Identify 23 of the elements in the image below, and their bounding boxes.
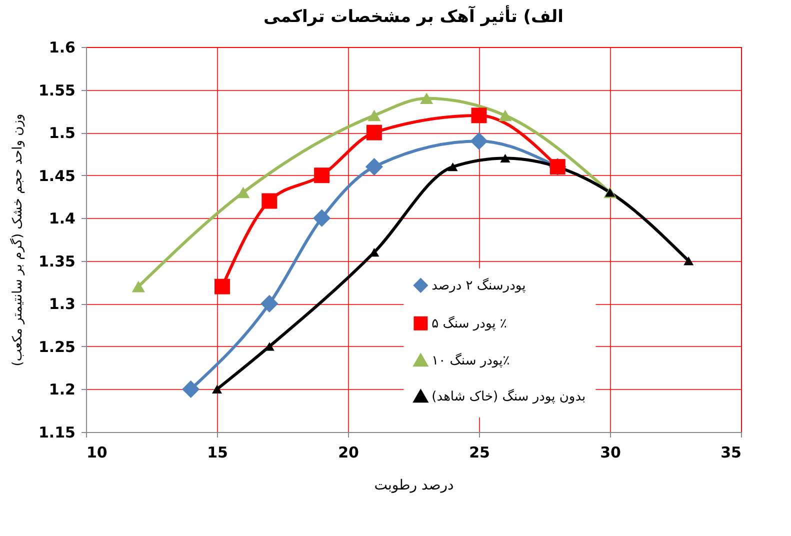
y-tick-label: 1.2 bbox=[48, 380, 76, 399]
y-tick-label: 1.4 bbox=[48, 210, 76, 228]
legend-label: پودر سنگ ۵ ٪ bbox=[432, 315, 507, 332]
y-tick-label: 1.45 bbox=[38, 166, 76, 185]
y-tick-label: 1.5 bbox=[48, 124, 76, 142]
x-axis-title: درصد رطوبت bbox=[374, 478, 454, 494]
y-tick-label: 1.55 bbox=[38, 81, 76, 100]
y-tick-label: 1.6 bbox=[48, 38, 76, 56]
x-tick-label: 35 bbox=[720, 444, 742, 462]
legend-label: پودرسنگ ۲ درصد bbox=[432, 277, 526, 294]
legend-label: پودر سنگ ۱۰٪ bbox=[432, 352, 510, 368]
x-tick-label: 30 bbox=[600, 444, 621, 462]
y-axis-title: وزن واحد حجم خشک (گرم بر سانتیمتر مکعب) bbox=[9, 114, 26, 366]
y-tick-label: 1.15 bbox=[38, 424, 76, 442]
x-tick-label: 25 bbox=[469, 444, 490, 462]
y-tick-label: 1.3 bbox=[48, 295, 76, 314]
y-tick-label: 1.35 bbox=[38, 252, 76, 270]
chart-title: الف) تأثیر آهک بر مشخصات تراکمی bbox=[263, 5, 564, 27]
x-tick-label: 20 bbox=[338, 444, 359, 462]
x-tick-label: 15 bbox=[207, 444, 228, 462]
x-tick-label: 10 bbox=[86, 444, 108, 462]
legend-label: بدون پودر سنگ (خاک شاهد) bbox=[432, 388, 586, 404]
y-tick-label: 1.25 bbox=[38, 338, 76, 356]
